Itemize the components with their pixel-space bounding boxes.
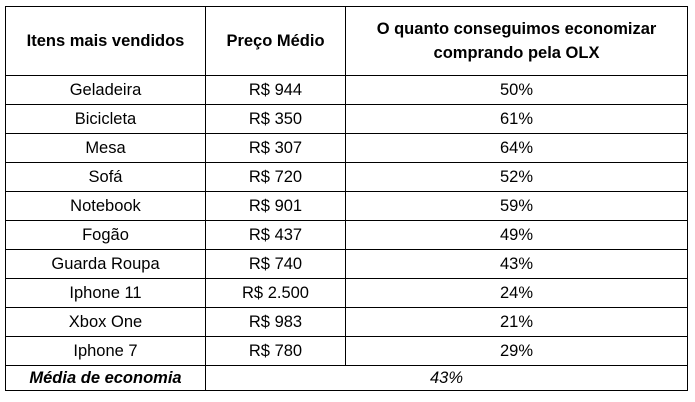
table-row: Notebook R$ 901 59% [5, 191, 688, 221]
table-header-row: Itens mais vendidos Preço Médio O quanto… [5, 6, 688, 76]
price-cell: R$ 437 [205, 220, 346, 250]
price-cell: R$ 780 [205, 336, 346, 366]
savings-cell: 50% [345, 75, 688, 105]
table-row: Guarda Roupa R$ 740 43% [5, 249, 688, 279]
savings-cell: 24% [345, 278, 688, 308]
price-cell: R$ 901 [205, 191, 346, 221]
table-row: Fogão R$ 437 49% [5, 220, 688, 250]
column-header-items: Itens mais vendidos [5, 6, 206, 76]
table-body: Geladeira R$ 944 50% Bicicleta R$ 350 61% Mesa… [5, 75, 688, 366]
savings-cell: 21% [345, 307, 688, 337]
savings-cell: 59% [345, 191, 688, 221]
item-cell: Xbox One [5, 307, 206, 337]
item-cell: Guarda Roupa [5, 249, 206, 279]
savings-cell: 49% [345, 220, 688, 250]
savings-cell: 64% [345, 133, 688, 163]
price-cell: R$ 2.500 [205, 278, 346, 308]
savings-cell: 52% [345, 162, 688, 192]
table-footer-row: Média de economia 43% [5, 365, 688, 391]
price-cell: R$ 307 [205, 133, 346, 163]
savings-cell: 43% [345, 249, 688, 279]
column-header-average-price: Preço Médio [205, 6, 346, 76]
item-cell: Sofá [5, 162, 206, 192]
savings-table: Itens mais vendidos Preço Médio O quanto… [5, 6, 688, 391]
price-cell: R$ 983 [205, 307, 346, 337]
table-row: Sofá R$ 720 52% [5, 162, 688, 192]
average-savings-value: 43% [205, 365, 688, 391]
item-cell: Geladeira [5, 75, 206, 105]
table-row: Bicicleta R$ 350 61% [5, 104, 688, 134]
price-cell: R$ 944 [205, 75, 346, 105]
table-row: Iphone 7 R$ 780 29% [5, 336, 688, 366]
item-cell: Iphone 7 [5, 336, 206, 366]
item-cell: Iphone 11 [5, 278, 206, 308]
table-row: Iphone 11 R$ 2.500 24% [5, 278, 688, 308]
table-row: Geladeira R$ 944 50% [5, 75, 688, 105]
savings-cell: 29% [345, 336, 688, 366]
average-savings-label: Média de economia [5, 365, 206, 391]
column-header-savings: O quanto conseguimos economizar comprand… [345, 6, 688, 76]
item-cell: Fogão [5, 220, 206, 250]
savings-cell: 61% [345, 104, 688, 134]
price-cell: R$ 740 [205, 249, 346, 279]
table-row: Xbox One R$ 983 21% [5, 307, 688, 337]
table-row: Mesa R$ 307 64% [5, 133, 688, 163]
price-cell: R$ 350 [205, 104, 346, 134]
price-cell: R$ 720 [205, 162, 346, 192]
item-cell: Notebook [5, 191, 206, 221]
item-cell: Mesa [5, 133, 206, 163]
item-cell: Bicicleta [5, 104, 206, 134]
